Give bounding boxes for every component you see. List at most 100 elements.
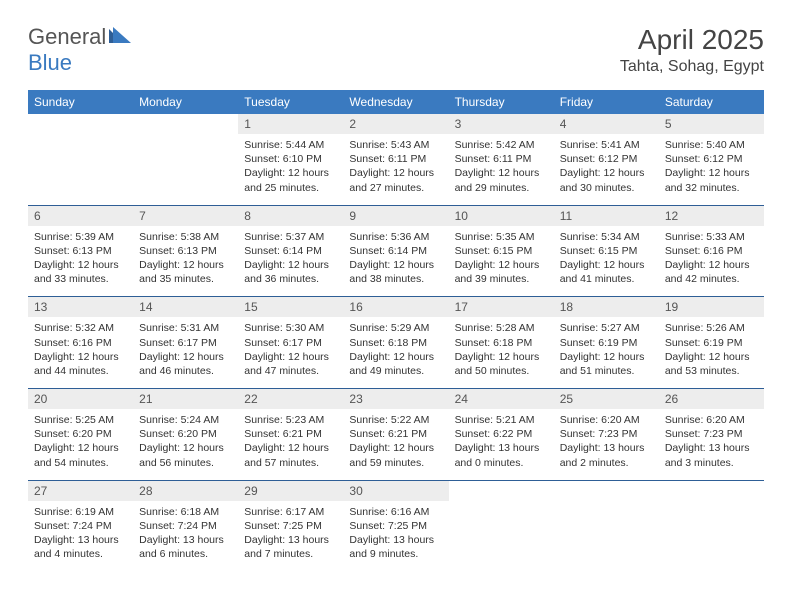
daylight-line: Daylight: 12 hours and 50 minutes.: [455, 350, 548, 378]
daynum-cell: 7: [133, 206, 238, 226]
daynum-cell: 12: [659, 206, 764, 226]
sunrise-line: Sunrise: 5:40 AM: [665, 138, 758, 152]
daynum-row: 13141516171819: [28, 297, 764, 317]
sunset-line: Sunset: 6:10 PM: [244, 152, 337, 166]
daynum-cell: 26: [659, 389, 764, 409]
sunset-line: Sunset: 6:14 PM: [244, 244, 337, 258]
daynum-cell: 29: [238, 481, 343, 501]
daylight-line: Daylight: 13 hours and 6 minutes.: [139, 533, 232, 561]
sunset-line: Sunset: 7:24 PM: [34, 519, 127, 533]
sunset-line: Sunset: 7:25 PM: [349, 519, 442, 533]
info-cell: [133, 134, 238, 205]
info-row: Sunrise: 5:32 AMSunset: 6:16 PMDaylight:…: [28, 317, 764, 388]
daynum-cell: 25: [554, 389, 659, 409]
info-row: Sunrise: 5:39 AM Sunset: 6:13 PM Daylight:…: [28, 226, 764, 297]
daylight-line: Daylight: 12 hours and 59 minutes.: [349, 441, 442, 469]
info-cell: Sunrise: 6:16 AMSunset: 7:25 PMDaylight:…: [343, 501, 448, 572]
daynum-cell: 1: [238, 114, 343, 134]
daynum-cell: [449, 481, 554, 501]
daylight-line: Daylight: 12 hours and 29 minutes.: [455, 166, 548, 194]
info-cell: Sunrise: 5:38 AMSunset: 6:13 PMDaylight:…: [133, 226, 238, 297]
sunset-line: Sunset: 6:12 PM: [665, 152, 758, 166]
daynum-cell: 15: [238, 297, 343, 317]
sunrise-line: Sunrise: 5:38 AM: [139, 230, 232, 244]
daynum-row: 6789101112: [28, 206, 764, 226]
daynum-cell: 11: [554, 206, 659, 226]
dow-row: SundayMondayTuesdayWednesdayThursdayFrid…: [28, 90, 764, 114]
info-cell: Sunrise: 6:18 AMSunset: 7:24 PMDaylight:…: [133, 501, 238, 572]
info-cell: Sunrise: 6:20 AMSunset: 7:23 PMDaylight:…: [659, 409, 764, 480]
info-cell: Sunrise: 5:42 AMSunset: 6:11 PMDaylight:…: [449, 134, 554, 205]
sunrise-line: Sunrise: 5:36 AM: [349, 230, 442, 244]
daynum-cell: 4: [554, 114, 659, 134]
sunrise-line: Sunrise: 5:32 AM: [34, 321, 127, 335]
daylight-line: Daylight: 13 hours and 9 minutes.: [349, 533, 442, 561]
daylight-line: Daylight: 12 hours and 30 minutes.: [560, 166, 653, 194]
sunset-line: Sunset: 6:20 PM: [139, 427, 232, 441]
sunrise-line: Sunrise: 6:20 AM: [665, 413, 758, 427]
sunset-line: Sunset: 6:22 PM: [455, 427, 548, 441]
daylight-line: Daylight: 12 hours and 57 minutes.: [244, 441, 337, 469]
info-cell: Sunrise: 5:40 AMSunset: 6:12 PMDaylight:…: [659, 134, 764, 205]
daylight-line: Daylight: 12 hours and 53 minutes.: [665, 350, 758, 378]
sunrise-line: Sunrise: 6:19 AM: [34, 505, 127, 519]
sunrise-line: Sunrise: 6:20 AM: [560, 413, 653, 427]
sunrise-line: Sunrise: 6:18 AM: [139, 505, 232, 519]
info-cell: Sunrise: 5:28 AMSunset: 6:18 PMDaylight:…: [449, 317, 554, 388]
daynum-cell: 20: [28, 389, 133, 409]
daylight-line: Daylight: 13 hours and 4 minutes.: [34, 533, 127, 561]
sunset-line: Sunset: 7:23 PM: [560, 427, 653, 441]
location-text: Tahta, Sohag, Egypt: [620, 58, 764, 76]
daynum-cell: 10: [449, 206, 554, 226]
info-cell: Sunrise: 5:43 AMSunset: 6:11 PMDaylight:…: [343, 134, 448, 205]
sunrise-line: Sunrise: 5:44 AM: [244, 138, 337, 152]
sunset-line: Sunset: 6:20 PM: [34, 427, 127, 441]
sunrise-line: Sunrise: 5:30 AM: [244, 321, 337, 335]
daylight-line: Daylight: 13 hours and 0 minutes.: [455, 441, 548, 469]
dow-cell: Friday: [554, 90, 659, 114]
daynum-row: 27282930: [28, 481, 764, 501]
info-row: Sunrise: 5:25 AMSunset: 6:20 PMDaylight:…: [28, 409, 764, 480]
daylight-line: Daylight: 12 hours and 39 minutes.: [455, 258, 548, 286]
daynum-cell: 27: [28, 481, 133, 501]
sunset-line: Sunset: 6:21 PM: [349, 427, 442, 441]
daynum-cell: [133, 114, 238, 134]
title-block: April 2025 Tahta, Sohag, Egypt: [620, 24, 764, 76]
info-cell: Sunrise: 5:21 AMSunset: 6:22 PMDaylight:…: [449, 409, 554, 480]
daylight-line: Daylight: 13 hours and 2 minutes.: [560, 441, 653, 469]
sunset-line: Sunset: 6:15 PM: [560, 244, 653, 258]
sunset-line: Sunset: 6:13 PM: [139, 244, 232, 258]
info-cell: Sunrise: 5:34 AMSunset: 6:15 PMDaylight:…: [554, 226, 659, 297]
dow-cell: Monday: [133, 90, 238, 114]
info-cell: Sunrise: 6:17 AMSunset: 7:25 PMDaylight:…: [238, 501, 343, 572]
sunset-line: Sunset: 6:21 PM: [244, 427, 337, 441]
daynum-cell: 18: [554, 297, 659, 317]
daynum-cell: 6: [28, 206, 133, 226]
daylight-line: Daylight: 12 hours and 54 minutes.: [34, 441, 127, 469]
daynum-cell: 2: [343, 114, 448, 134]
daynum-cell: 9: [343, 206, 448, 226]
daynum-cell: 3: [449, 114, 554, 134]
daylight-line: Daylight: 12 hours and 41 minutes.: [560, 258, 653, 286]
sunrise-line: Sunrise: 5:24 AM: [139, 413, 232, 427]
sunrise-line: Sunrise: 6:16 AM: [349, 505, 442, 519]
info-cell: Sunrise: 5:37 AMSunset: 6:14 PMDaylight:…: [238, 226, 343, 297]
calendar-table: SundayMondayTuesdayWednesdayThursdayFrid…: [28, 90, 764, 571]
sunrise-line: Sunrise: 5:29 AM: [349, 321, 442, 335]
dow-cell: Sunday: [28, 90, 133, 114]
daylight-line: Daylight: 12 hours and 25 minutes.: [244, 166, 337, 194]
daynum-cell: [659, 481, 764, 501]
sunrise-line: Sunrise: 5:35 AM: [455, 230, 548, 244]
daylight-line: Daylight: 12 hours and 47 minutes.: [244, 350, 337, 378]
page-header: General April 2025 Tahta, Sohag, Egypt: [28, 24, 764, 76]
info-cell: [554, 501, 659, 572]
calendar-body: SundayMondayTuesdayWednesdayThursdayFrid…: [28, 90, 764, 571]
info-cell: Sunrise: 5:44 AMSunset: 6:10 PMDaylight:…: [238, 134, 343, 205]
sunrise-line: Sunrise: 5:43 AM: [349, 138, 442, 152]
sunrise-line: Sunrise: 5:37 AM: [244, 230, 337, 244]
daylight-line: Daylight: 12 hours and 56 minutes.: [139, 441, 232, 469]
sunrise-line: Sunrise: 5:39 AM: [34, 230, 127, 244]
daylight-line: Daylight: 13 hours and 3 minutes.: [665, 441, 758, 469]
sunrise-line: Sunrise: 5:27 AM: [560, 321, 653, 335]
daynum-cell: 13: [28, 297, 133, 317]
